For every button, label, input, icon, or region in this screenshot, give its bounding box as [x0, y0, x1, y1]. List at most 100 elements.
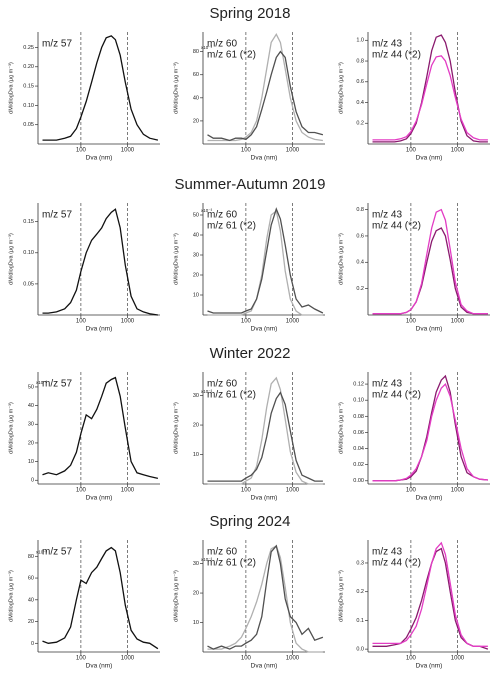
- legend-entry: m/z 57: [42, 547, 72, 558]
- legend-entry: m/z 61 (*2): [207, 390, 256, 401]
- data-line: [42, 546, 159, 650]
- y-tick-label: 0.1: [356, 618, 364, 624]
- legend-entry: m/z 43: [372, 547, 402, 558]
- y-tick-label: 1.0: [356, 38, 364, 44]
- x-tick-label: 1000: [286, 656, 300, 662]
- legend-entry: m/z 44 (*2): [372, 390, 421, 401]
- y-tick-label: 0.10: [23, 250, 34, 256]
- y-tick-label: 10: [193, 452, 199, 458]
- data-line: [207, 376, 323, 485]
- y-tick-label: 80: [193, 49, 199, 55]
- y-tick-label: 0.05: [23, 122, 34, 128]
- y-tick-label: 0.20: [23, 64, 34, 70]
- y-tick-label: 0.05: [23, 281, 34, 287]
- y-tick-label: 20: [28, 440, 34, 446]
- y-tick-label: 40: [28, 597, 34, 603]
- y-tick-label: 30: [28, 422, 34, 428]
- x-tick-label: 1000: [121, 488, 135, 494]
- y-tick-label: 0.10: [23, 103, 34, 109]
- x-axis-label: Dva (nm): [251, 663, 278, 670]
- x-axis-label: Dva (nm): [416, 326, 443, 333]
- y-tick-label: 0: [31, 641, 34, 647]
- y-tick-label: 50: [193, 212, 199, 218]
- legend-entry: m/z 44 (*2): [372, 221, 421, 232]
- y-tick-label: 0.6: [356, 233, 364, 239]
- data-line: [42, 376, 159, 480]
- legend-entry: m/z 60: [207, 39, 237, 50]
- y-tick-label: 60: [28, 576, 34, 582]
- x-tick-label: 100: [76, 148, 87, 154]
- y-tick-label: 20: [193, 272, 199, 278]
- legend-entry: m/z 43: [372, 39, 402, 50]
- y-tick-label: 0.15: [23, 219, 34, 225]
- legend-entry: m/z 44 (*2): [372, 558, 421, 569]
- y-axis-label: dM/dlogDva (μg m⁻³): [8, 402, 14, 454]
- x-axis-label: Dva (nm): [251, 155, 278, 162]
- legend-entry: m/z 60: [207, 210, 237, 221]
- legend-entry: m/z 57: [42, 39, 72, 50]
- x-tick-label: 100: [406, 148, 417, 154]
- legend-entry: m/z 61 (*2): [207, 221, 256, 232]
- data-line: [207, 207, 324, 314]
- x-axis-label: Dva (nm): [86, 663, 113, 670]
- y-axis-label: dM/dlogDva (μg m⁻³): [173, 62, 179, 114]
- y-multiplier: x10⁻³: [201, 389, 213, 394]
- legend-entry: m/z 61 (*2): [207, 50, 256, 61]
- x-tick-label: 100: [241, 656, 252, 662]
- y-tick-label: 20: [193, 423, 199, 429]
- x-tick-label: 1000: [121, 656, 135, 662]
- data-line: [207, 544, 323, 653]
- y-axis-label: dM/dlogDva (μg m⁻³): [8, 62, 14, 114]
- y-tick-label: 20: [193, 118, 199, 124]
- y-tick-label: 40: [193, 95, 199, 101]
- y-tick-label: 60: [193, 72, 199, 78]
- y-tick-label: 10: [28, 459, 34, 465]
- y-tick-label: 0.02: [353, 462, 364, 468]
- y-tick-label: 0.2: [356, 589, 364, 595]
- y-axis-label: dM/dlogDva (μg m⁻³): [8, 233, 14, 285]
- x-tick-label: 1000: [451, 656, 465, 662]
- x-axis-label: Dva (nm): [251, 495, 278, 502]
- y-tick-label: 20: [28, 619, 34, 625]
- data-line: [207, 544, 324, 650]
- legend-entry: m/z 60: [207, 547, 237, 558]
- y-axis-label: dM/dlogDva (μg m⁻³): [173, 570, 179, 622]
- x-axis-label: Dva (nm): [86, 495, 113, 502]
- x-tick-label: 100: [76, 656, 87, 662]
- y-tick-label: 0.6: [356, 79, 364, 85]
- y-axis-label: dM/dlogDva (μg m⁻³): [173, 402, 179, 454]
- y-multiplier: x10⁻³: [201, 557, 213, 562]
- legend-entry: m/z 43: [372, 379, 402, 390]
- y-tick-label: 0.4: [356, 100, 364, 106]
- y-tick-label: 0: [31, 478, 34, 484]
- x-tick-label: 100: [241, 319, 252, 325]
- y-multiplier: x10⁻³: [36, 549, 48, 554]
- y-tick-label: 0.2: [356, 121, 364, 127]
- x-tick-label: 100: [406, 319, 417, 325]
- legend-entry: m/z 57: [42, 210, 72, 221]
- y-tick-label: 10: [193, 620, 199, 626]
- x-tick-label: 1000: [121, 148, 135, 154]
- row-title: Winter 2022: [210, 345, 291, 362]
- x-tick-label: 1000: [451, 319, 465, 325]
- y-tick-label: 40: [28, 403, 34, 409]
- x-tick-label: 100: [76, 488, 87, 494]
- y-tick-label: 80: [28, 554, 34, 560]
- y-multiplier: x10⁻³: [201, 45, 213, 50]
- data-line: [372, 227, 488, 315]
- x-tick-label: 100: [241, 148, 252, 154]
- y-tick-label: 0.3: [356, 560, 364, 566]
- x-tick-label: 100: [406, 488, 417, 494]
- y-tick-label: 0.8: [356, 58, 364, 64]
- y-tick-label: 0.00: [353, 478, 364, 484]
- y-tick-label: 30: [193, 561, 199, 567]
- y-tick-label: 0.08: [353, 414, 364, 420]
- y-multiplier: x10⁻³: [201, 208, 213, 213]
- y-axis-label: dM/dlogDva (μg m⁻³): [338, 62, 344, 114]
- x-tick-label: 1000: [286, 319, 300, 325]
- y-tick-label: 0.0: [356, 647, 364, 653]
- y-tick-label: 0.25: [23, 45, 34, 51]
- x-tick-label: 1000: [286, 488, 300, 494]
- y-axis-label: dM/dlogDva (μg m⁻³): [173, 233, 179, 285]
- y-axis-label: dM/dlogDva (μg m⁻³): [338, 233, 344, 285]
